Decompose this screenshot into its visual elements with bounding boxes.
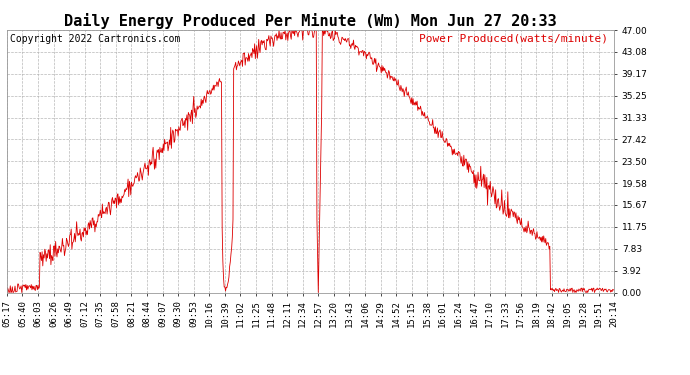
Title: Daily Energy Produced Per Minute (Wm) Mon Jun 27 20:33: Daily Energy Produced Per Minute (Wm) Mo…	[64, 13, 557, 29]
Text: Power Produced(watts/minute): Power Produced(watts/minute)	[419, 34, 608, 44]
Text: Copyright 2022 Cartronics.com: Copyright 2022 Cartronics.com	[10, 34, 180, 44]
